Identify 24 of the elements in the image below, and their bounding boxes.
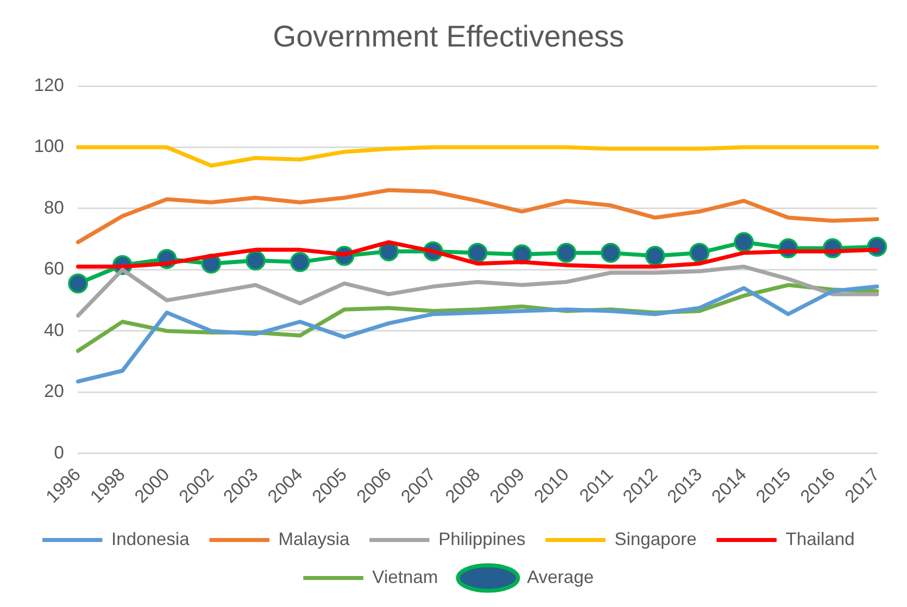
legend-label: Average: [526, 566, 594, 587]
point: [246, 250, 266, 271]
y-tick-label: 100: [34, 136, 64, 156]
point: [290, 252, 310, 272]
y-tick-label: 120: [34, 74, 64, 95]
point: [556, 242, 576, 263]
point: [645, 246, 666, 266]
point: [734, 232, 754, 252]
legend-label: Indonesia: [111, 528, 190, 549]
legend-label: Philippines: [438, 528, 526, 549]
point: [689, 242, 710, 263]
y-tick-label: 60: [44, 258, 64, 279]
legend-label: Thailand: [786, 528, 855, 549]
y-tick-label: 80: [44, 197, 64, 218]
y-tick-label: 20: [44, 381, 64, 402]
chart-title: Government Effectiveness: [272, 20, 624, 54]
legend-label: Vietnam: [372, 566, 438, 587]
point: [468, 242, 488, 263]
point: [600, 242, 621, 263]
y-tick-label: 40: [44, 320, 64, 340]
y-tick-label: 0: [54, 442, 64, 462]
legend-label: Malaysia: [278, 528, 350, 549]
point: [68, 273, 88, 294]
legend-label: Singapore: [614, 528, 697, 549]
